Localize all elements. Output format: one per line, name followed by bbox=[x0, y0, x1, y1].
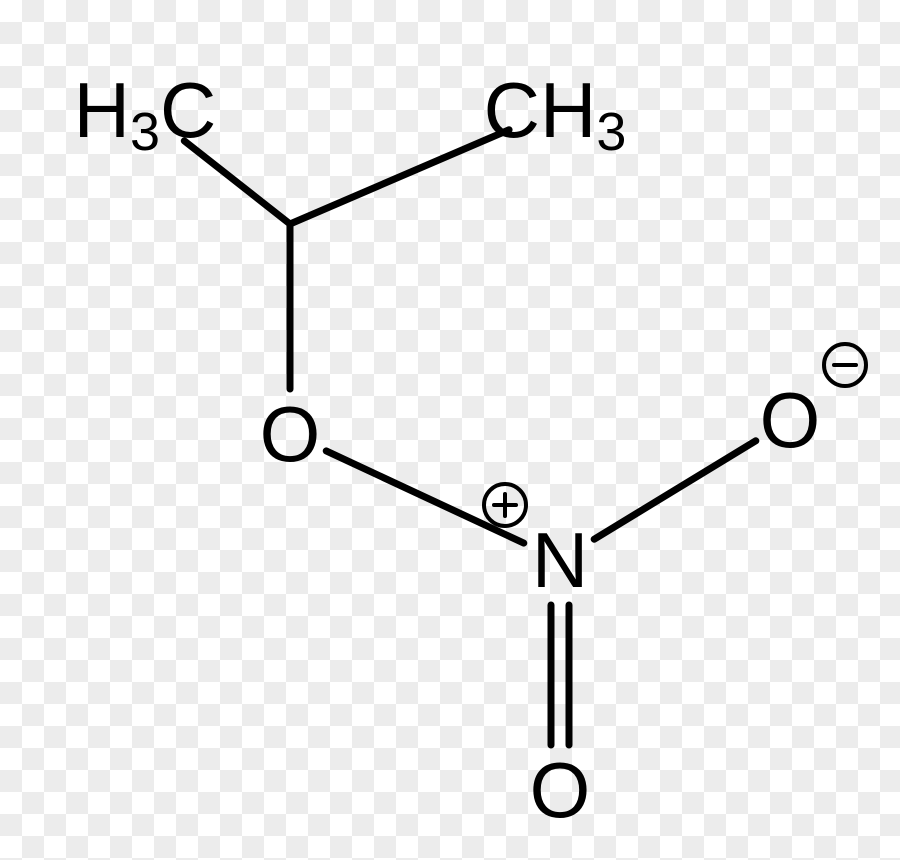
bond bbox=[326, 451, 524, 543]
atom-o_minus: O bbox=[760, 376, 821, 464]
bond bbox=[290, 130, 509, 224]
canvas: { "structure": { "type": "chemical-struc… bbox=[0, 0, 900, 860]
atom-n: N bbox=[532, 516, 588, 604]
bond bbox=[594, 441, 756, 539]
atom-o_double: O bbox=[530, 746, 591, 834]
molecule-svg: H3C CH3 O N O O bbox=[0, 0, 900, 860]
atom-o_ester: O bbox=[260, 390, 321, 478]
atom-h3c: H3C bbox=[74, 66, 217, 162]
atom-ch3: CH3 bbox=[484, 66, 627, 162]
